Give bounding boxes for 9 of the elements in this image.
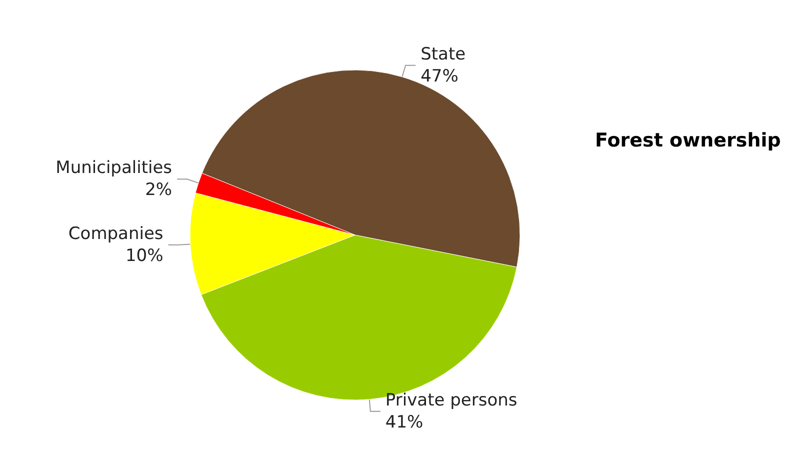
- data-label: 2%: [145, 180, 172, 200]
- data-label: 47%: [420, 66, 458, 86]
- slice-label: Companies: [68, 224, 164, 244]
- slice-label: Municipalities: [56, 158, 172, 178]
- text: Forest ownership: [595, 130, 781, 152]
- slice-label: Private persons: [385, 390, 518, 410]
- slice-label: State: [420, 44, 466, 64]
- data-label: 10%: [125, 246, 164, 266]
- data-label: 41%: [385, 412, 424, 432]
